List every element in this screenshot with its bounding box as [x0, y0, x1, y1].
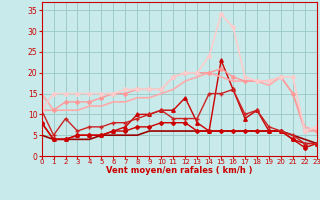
X-axis label: Vent moyen/en rafales ( km/h ): Vent moyen/en rafales ( km/h ) [106, 166, 252, 175]
